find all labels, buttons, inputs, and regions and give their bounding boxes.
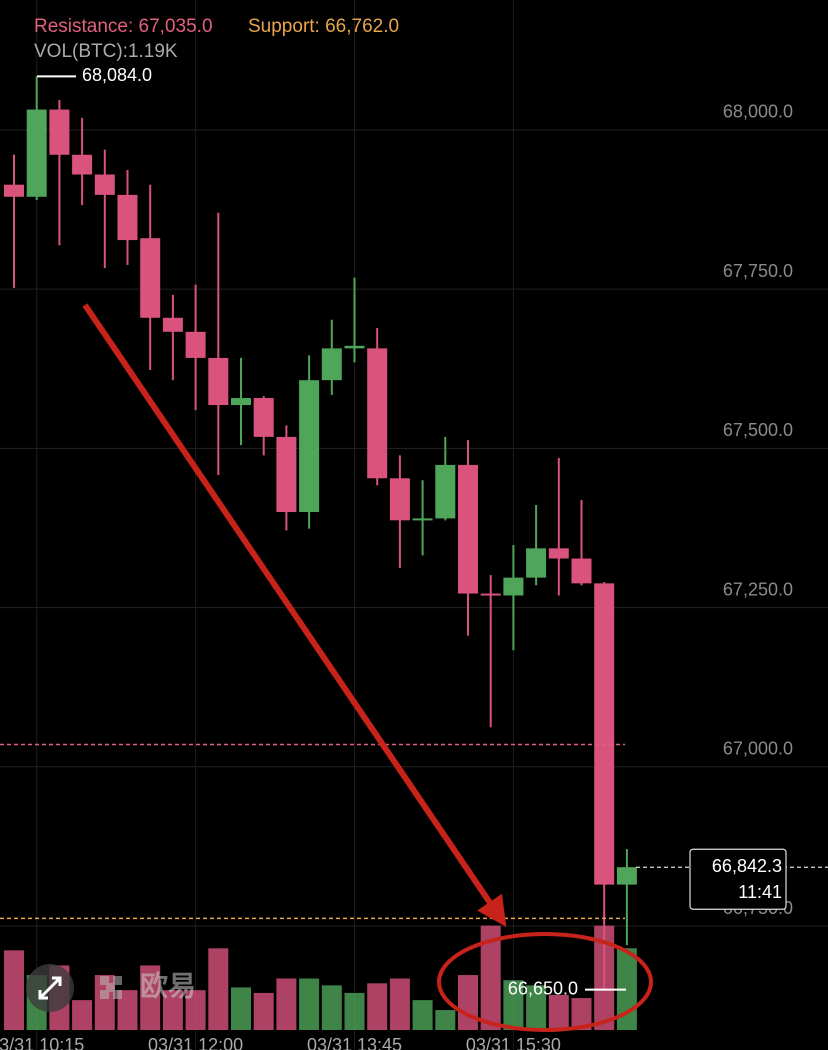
logo-square [106,983,115,992]
volume-bar [276,978,297,1030]
expand-button[interactable] [26,964,74,1012]
x-tick-label: 03/31 10:15 [0,1035,84,1050]
volume-bar [503,980,524,1030]
candle-body [594,583,615,885]
candle-layer [4,76,637,990]
volume-bar [367,983,388,1030]
low-marker-label: 66,650.0 [508,978,578,998]
y-tick-label: 67,000.0 [723,739,793,759]
volume-bar [344,992,365,1030]
candle-body [231,398,251,406]
volume-bar [548,994,569,1030]
volume-bar [435,1010,456,1030]
overlay-layer: Resistance: 67,035.0 Support: 66,762.0 VOL… [0,16,828,998]
volume-bar [253,992,274,1030]
candle-body [412,518,433,521]
logo-square [100,990,109,999]
candle-body [94,174,115,195]
candle-body [344,345,365,349]
candle-body [616,867,637,885]
x-tick-label: 03/31 13:45 [307,1035,402,1050]
support-label: Support: 66,762.0 [248,16,399,37]
resistance-label: Resistance: 67,035.0 [34,16,213,37]
y-tick-label: 68,000.0 [723,102,793,122]
last-price-label: 66,842.3 [712,856,782,876]
volume-bar [458,975,478,1030]
expand-icon[interactable] [38,976,62,1000]
candle-body [503,577,524,596]
y-tick-label: 67,750.0 [723,261,793,281]
last-price-tag [689,848,787,910]
candle-body [162,317,183,332]
candle-body [299,380,320,513]
volume-bar [4,950,24,1030]
volume-bar [526,985,547,1030]
candle-body [4,184,24,197]
volume-bar [185,990,206,1030]
candle-body [208,357,229,406]
volume-label: VOL(BTC):1.19K [34,41,178,62]
candle-body [389,478,410,521]
candle-body [458,464,478,594]
x-tick-label: 03/31 12:00 [148,1035,243,1050]
candle-body [117,194,138,241]
candle-body [253,398,274,437]
candle-body [435,464,456,519]
volume-bar [299,978,320,1030]
candle-body [185,331,206,358]
candle-body [548,548,569,559]
x-tick-label: 03/31 15:30 [466,1035,561,1050]
watermark: 欧易 [100,970,196,1001]
candle-body [49,109,70,155]
candle-body [26,109,47,197]
volume-bar [321,985,342,1030]
watermark-text: 欧易 [140,970,196,1001]
y-tick-label: 67,500.0 [723,420,793,440]
candle-body [72,154,93,175]
y-tick-label: 67,250.0 [723,579,793,599]
candle-body [571,558,592,584]
countdown: 11:41 [738,882,782,902]
candle-body [367,348,388,479]
candle-body [276,436,297,513]
annotation-circle [437,932,653,1032]
volume-bar [480,925,501,1030]
volume-layer [4,925,637,1030]
annotation-arrow [82,303,507,927]
candle-body [140,238,161,318]
candle-body [526,548,547,578]
volume-bar [571,998,592,1030]
volume-bar [72,1000,93,1030]
logo-square [113,976,122,985]
logo-square [100,976,109,985]
high-marker-label: 68,084.0 [82,65,152,85]
candle-body [321,348,342,381]
volume-bar [208,948,229,1030]
logo-square [113,990,122,999]
volume-bar [389,978,410,1030]
volume-bar [162,990,183,1030]
annotation [82,303,653,1032]
candle-body [480,593,501,596]
volume-bar [140,965,161,1030]
volume-bar [412,1000,433,1030]
volume-bar [117,990,138,1030]
volume-bar [231,987,251,1030]
